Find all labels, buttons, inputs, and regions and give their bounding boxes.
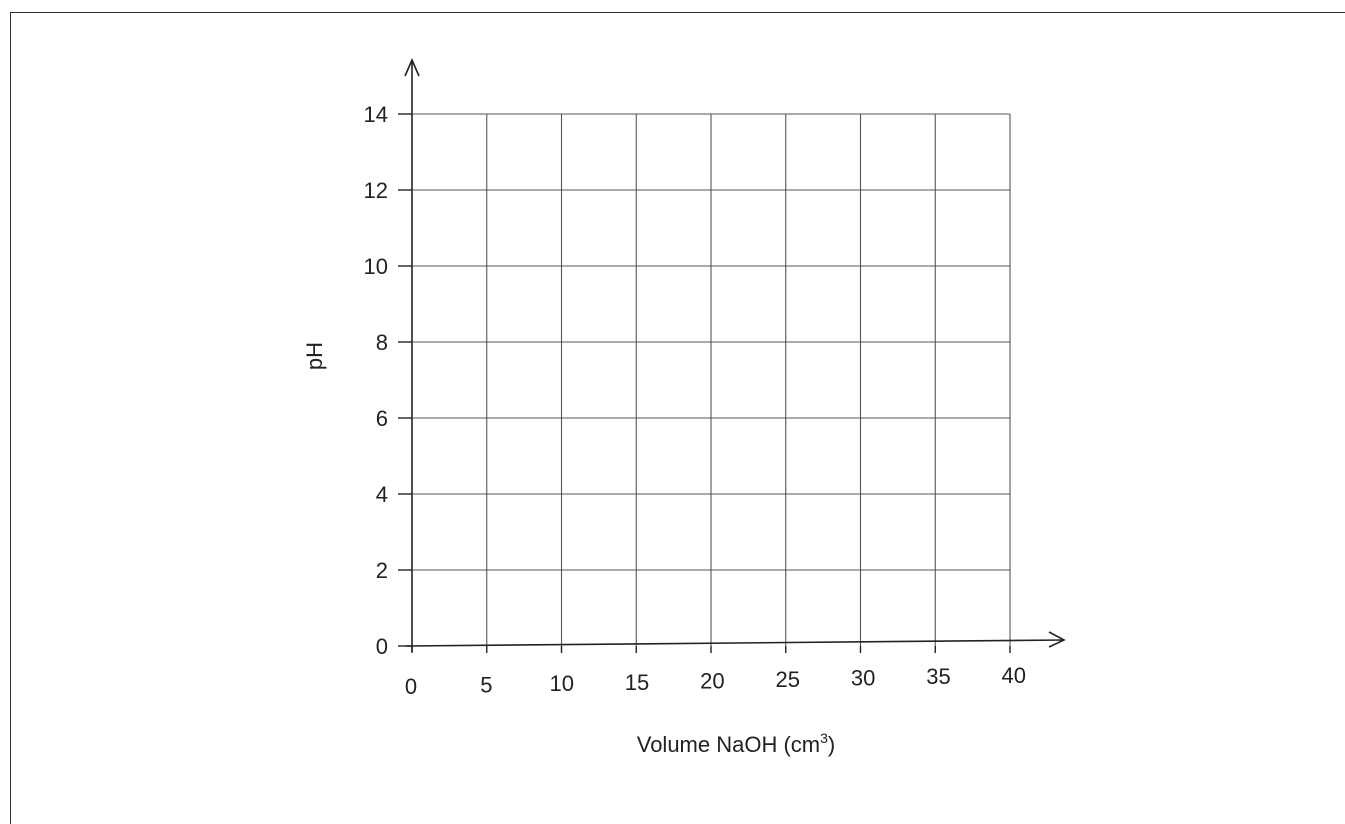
- y-ticks: 0 2 4 6 8 10 12 14: [364, 102, 412, 659]
- x-tick-label: 20: [700, 668, 724, 693]
- y-axis-arrow: [404, 58, 420, 77]
- x-axis-arrow: [1048, 631, 1066, 648]
- y-tick-label: 2: [376, 558, 388, 583]
- x-tick-label: 0: [405, 674, 417, 699]
- y-tick-label: 6: [376, 406, 388, 431]
- page-frame: [10, 12, 1345, 824]
- x-tick-label: 10: [549, 671, 573, 696]
- x-tick-label: 5: [480, 673, 492, 698]
- x-tick-label: 30: [851, 666, 875, 691]
- x-axis-line: [405, 639, 1065, 647]
- x-axis-title: Volume NaOH (cm3): [637, 730, 836, 757]
- x-tick-label: 25: [776, 667, 800, 692]
- y-tick-label: 4: [376, 482, 388, 507]
- y-tick-label: 0: [376, 634, 388, 659]
- y-tick-label: 12: [364, 178, 388, 203]
- grid: [412, 113, 1011, 646]
- x-tick-label: 15: [625, 670, 649, 695]
- y-tick-label: 10: [364, 254, 388, 279]
- y-tick-label: 14: [364, 102, 388, 127]
- x-ticks: 0 5 10 15 20 25 30 35 40: [405, 646, 1026, 699]
- x-tick-label: 35: [926, 664, 950, 689]
- axes: [404, 58, 1066, 652]
- y-tick-label: 8: [376, 330, 388, 355]
- y-axis-title: pH: [302, 342, 327, 370]
- x-tick-label: 40: [1002, 663, 1026, 688]
